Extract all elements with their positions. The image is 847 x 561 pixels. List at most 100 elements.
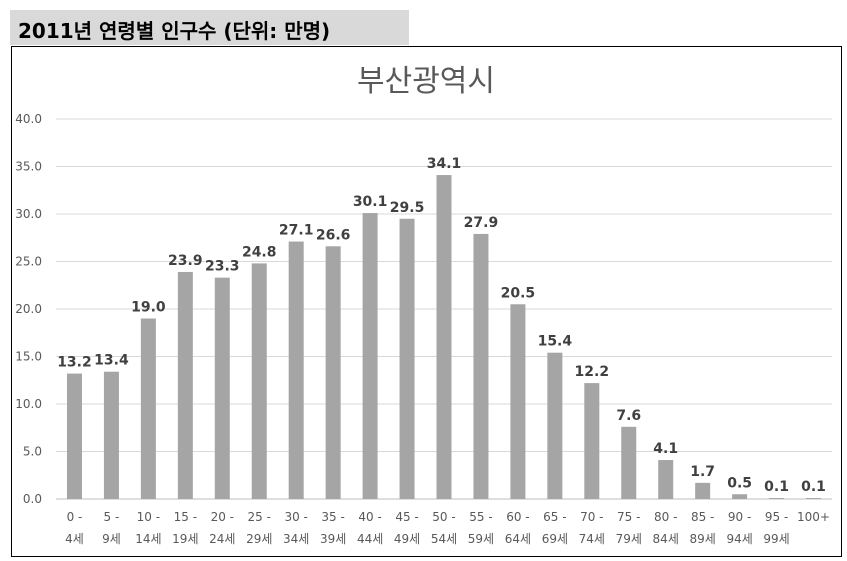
data-label: 30.1	[353, 194, 388, 210]
x-tick-label: 100+	[797, 510, 830, 524]
data-label: 29.5	[390, 200, 425, 216]
data-label: 13.4	[94, 353, 129, 369]
y-tick-label: 40.0	[15, 112, 42, 126]
bar	[325, 246, 341, 499]
x-tick-label: 55 -	[469, 510, 492, 524]
data-label: 26.6	[316, 227, 351, 243]
data-label: 12.2	[575, 364, 610, 380]
x-tick-label: 30 -	[284, 510, 307, 524]
bar	[140, 318, 156, 499]
header-bar: 2011년 연령별 인구수 (단위: 만명)	[10, 10, 409, 45]
bar	[436, 175, 452, 500]
x-tick-label: 54세	[431, 532, 457, 546]
x-tick-label: 4세	[65, 532, 84, 546]
x-tick-label: 60 -	[506, 510, 529, 524]
x-tick-label: 24세	[209, 532, 235, 546]
data-label: 23.3	[205, 259, 240, 275]
x-tick-label: 85 -	[691, 510, 714, 524]
bar	[658, 460, 674, 499]
data-label: 7.6	[616, 408, 641, 424]
bar	[473, 233, 489, 499]
data-label: 1.7	[690, 464, 715, 480]
data-label: 20.5	[501, 285, 536, 301]
x-tick-label: 15 -	[174, 510, 197, 524]
x-tick-label: 40 -	[358, 510, 381, 524]
x-tick-label: 84세	[653, 532, 679, 546]
x-tick-label: 49세	[394, 532, 420, 546]
y-tick-label: 25.0	[15, 255, 42, 269]
bar	[806, 498, 822, 499]
population-bar-chart: 부산광역시 0.0 5.0 10.0 15.0 20.0 25.0 30.0 35.0 40.0…	[15, 64, 832, 546]
x-tick-label: 74세	[579, 532, 605, 546]
bar	[732, 494, 748, 499]
y-tick-label: 10.0	[15, 397, 42, 411]
x-tick-label: 89세	[690, 532, 716, 546]
bar	[214, 277, 230, 499]
y-tick-label: 0.0	[23, 492, 42, 506]
x-tick-label: 90 -	[728, 510, 751, 524]
data-label: 0.1	[764, 479, 789, 495]
bar	[584, 383, 600, 499]
x-tick-label: 10 -	[137, 510, 160, 524]
data-labels: 13.2 13.4 19.0 23.9 23.324.827.1 26.6 30.1 29.5…	[57, 156, 826, 495]
data-label: 0.1	[801, 479, 826, 495]
data-label: 23.9	[168, 253, 203, 269]
x-tick-label: 25 -	[248, 510, 271, 524]
bar	[288, 241, 304, 500]
bar	[399, 218, 415, 499]
x-axis-ticks: 0 - 4세 5 - 9세 10 - 14세 15 - 19세 20 - 24세 25 - 29세 30…	[65, 510, 830, 546]
data-label: 15.4	[538, 334, 573, 350]
x-tick-label: 19세	[172, 532, 198, 546]
x-tick-label: 65 -	[543, 510, 566, 524]
bars	[66, 175, 822, 500]
x-tick-label: 45 -	[395, 510, 418, 524]
chart-frame: 부산광역시 0.0 5.0 10.0 15.0 20.0 25.0 30.0 35.0 40.0…	[11, 46, 842, 557]
x-tick-label: 99세	[763, 532, 789, 546]
data-label: 4.1	[653, 441, 678, 457]
y-tick-label: 5.0	[23, 445, 42, 459]
x-tick-label: 44세	[357, 532, 383, 546]
y-tick-label: 15.0	[15, 350, 42, 364]
bar	[66, 373, 82, 499]
chart-title: 부산광역시	[357, 64, 495, 99]
bar	[695, 482, 711, 499]
y-tick-label: 20.0	[15, 302, 42, 316]
bar	[103, 371, 119, 499]
x-tick-label: 70 -	[580, 510, 603, 524]
bar	[251, 263, 267, 499]
data-label: 13.2	[57, 355, 92, 371]
x-tick-label: 80 -	[654, 510, 677, 524]
bar	[621, 426, 637, 499]
x-tick-label: 5 -	[104, 510, 120, 524]
x-tick-label: 34세	[283, 532, 309, 546]
data-label: 19.0	[131, 300, 166, 316]
x-tick-label: 95 -	[765, 510, 788, 524]
x-tick-label: 64세	[505, 532, 531, 546]
x-tick-label: 35 -	[321, 510, 344, 524]
y-tick-label: 30.0	[15, 207, 42, 221]
y-axis-ticks: 0.0 5.0 10.0 15.0 20.0 25.0 30.0 35.0 40.0	[15, 112, 42, 506]
x-tick-label: 14세	[135, 532, 161, 546]
x-tick-label: 20 -	[211, 510, 234, 524]
y-tick-label: 35.0	[15, 160, 42, 174]
data-label: 27.9	[464, 215, 499, 231]
x-tick-label: 9세	[102, 532, 121, 546]
bar	[547, 352, 563, 499]
x-tick-label: 39세	[320, 532, 346, 546]
x-tick-label: 75 -	[617, 510, 640, 524]
x-tick-label: 94세	[726, 532, 752, 546]
x-tick-label: 59세	[468, 532, 494, 546]
header-title: 2011년 연령별 인구수 (단위: 만명)	[18, 19, 331, 43]
data-label: 0.5	[727, 475, 752, 491]
x-tick-label: 29세	[246, 532, 272, 546]
bar	[769, 498, 785, 499]
data-label: 27.1	[279, 223, 314, 239]
data-label: 34.1	[427, 156, 462, 172]
bar	[362, 213, 378, 500]
x-tick-label: 69세	[542, 532, 568, 546]
x-tick-label: 79세	[616, 532, 642, 546]
x-tick-label: 50 -	[432, 510, 455, 524]
bar	[177, 271, 193, 499]
x-tick-label: 0 -	[67, 510, 83, 524]
data-label: 24.8	[242, 244, 277, 260]
